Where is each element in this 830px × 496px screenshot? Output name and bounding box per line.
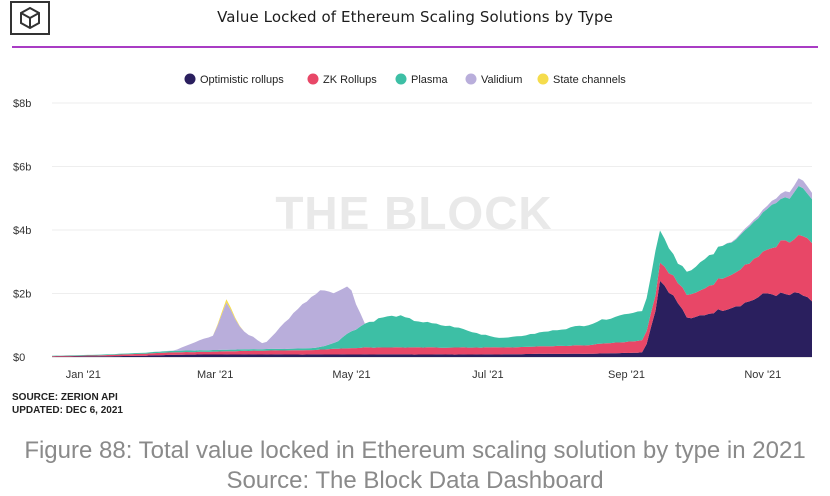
chart-area: THE BLOCK $0 $2b $4b $6b $8b Jan '21 Mar '21 M… xyxy=(13,73,812,381)
y-tick-label: $2b xyxy=(13,289,31,301)
y-tick-label: $0 xyxy=(13,352,25,364)
updated-line: UPDATED: DEC 6, 2021 xyxy=(12,405,123,416)
legend-swatch xyxy=(307,73,319,85)
source-note: SOURCE: ZERION API UPDATED: DEC 6, 2021 xyxy=(12,391,123,417)
y-tick-label: $8b xyxy=(13,98,31,110)
series-area-optimistic-rollups xyxy=(52,280,812,357)
title-divider xyxy=(12,46,818,48)
legend-label: Plasma xyxy=(411,74,449,86)
chart-series-areas xyxy=(52,178,812,357)
x-axis: Jan '21 Mar '21 May '21 Jul '21 Sep '21 Nov '… xyxy=(66,369,782,381)
chart-watermark: THE BLOCK xyxy=(275,187,552,239)
y-axis: $0 $2b $4b $6b $8b xyxy=(13,98,31,364)
legend-swatch xyxy=(465,73,477,85)
x-tick-label: Sep '21 xyxy=(608,369,645,381)
the-block-cube-icon xyxy=(10,1,50,35)
legend-label: State channels xyxy=(553,74,626,86)
legend-label: ZK Rollups xyxy=(323,74,377,86)
y-tick-label: $4b xyxy=(13,225,31,237)
legend-swatch xyxy=(184,73,196,85)
figure-caption-source: Source: The Block Data Dashboard xyxy=(226,467,604,494)
legend-label: Validium xyxy=(481,74,522,86)
x-tick-label: Jan '21 xyxy=(66,369,101,381)
chart-title: Value Locked of Ethereum Scaling Solutio… xyxy=(217,8,613,26)
y-tick-label: $6b xyxy=(13,162,31,174)
figure-caption: Figure 88: Total value locked in Ethereu… xyxy=(24,437,806,464)
legend-label: Optimistic rollups xyxy=(200,74,284,86)
legend-swatch xyxy=(395,73,407,85)
source-line: SOURCE: ZERION API xyxy=(12,392,118,403)
x-tick-label: Mar '21 xyxy=(197,369,233,381)
legend-swatch xyxy=(537,73,549,85)
x-tick-label: Jul '21 xyxy=(472,369,503,381)
x-tick-label: May '21 xyxy=(332,369,370,381)
chart-legend: Optimistic rollups ZK Rollups Plasma Validi… xyxy=(184,73,626,86)
x-tick-label: Nov '21 xyxy=(744,369,781,381)
